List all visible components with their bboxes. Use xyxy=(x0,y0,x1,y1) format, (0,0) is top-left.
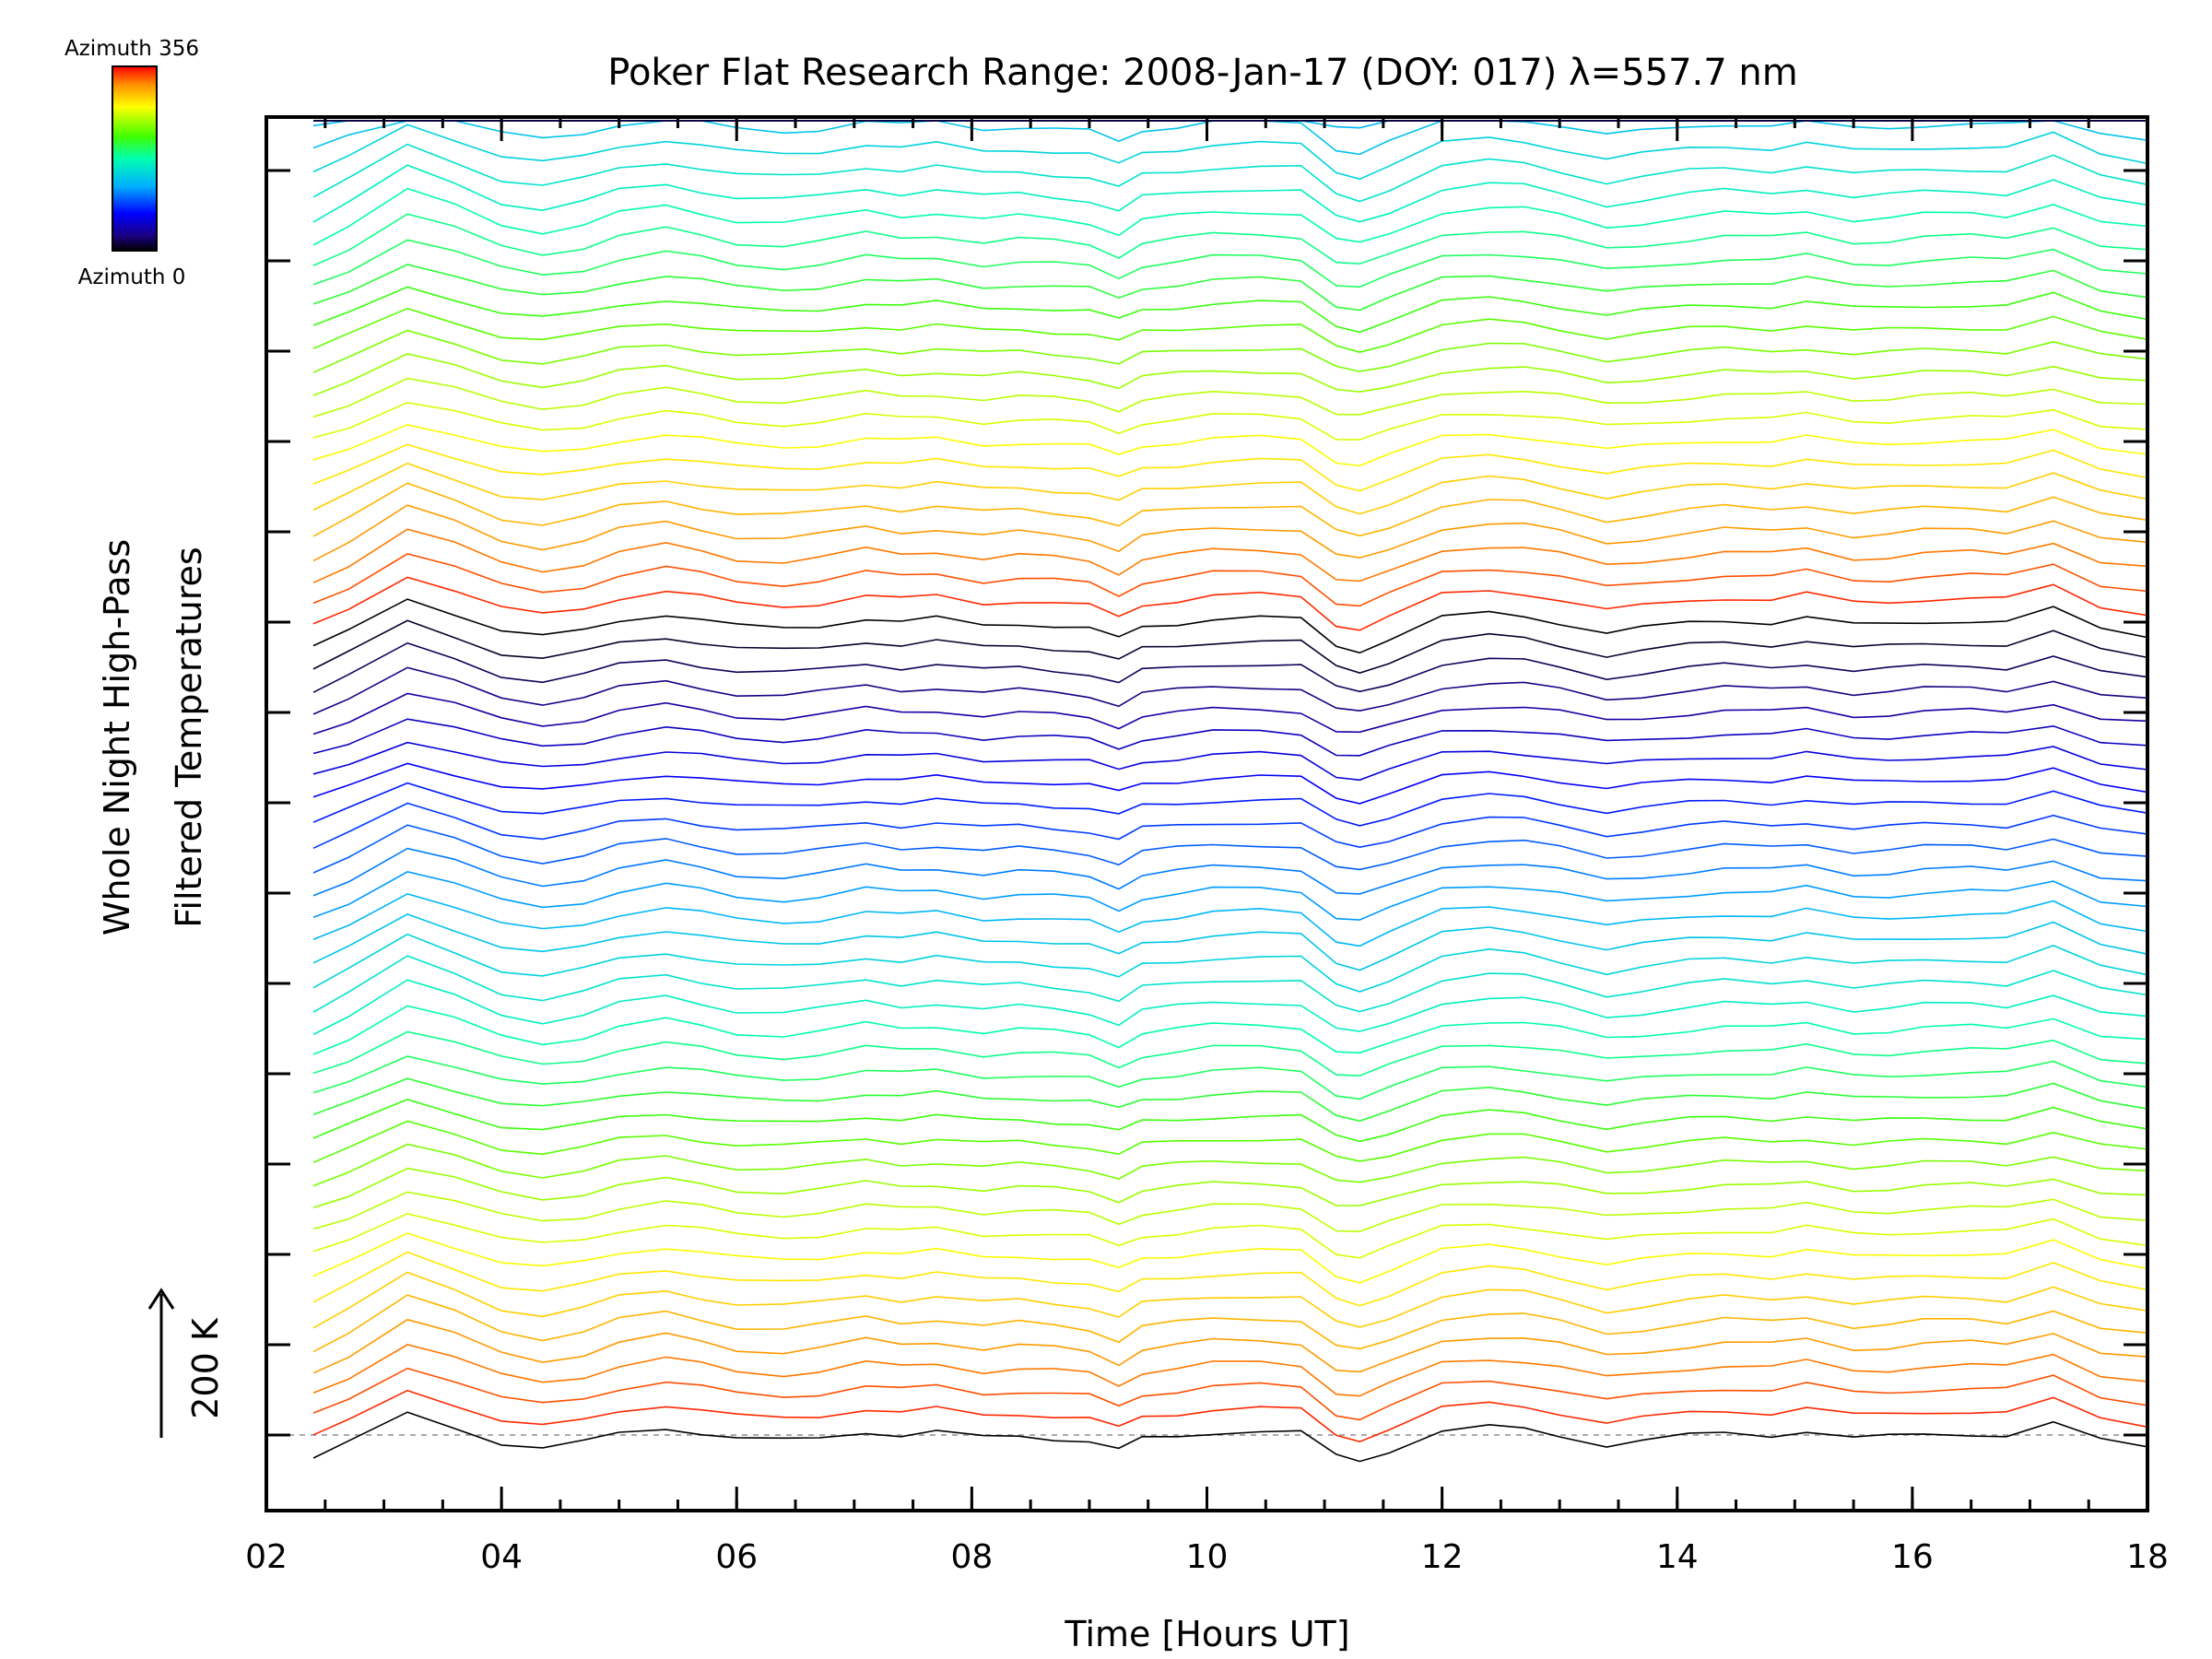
series-line-1 xyxy=(312,1389,2148,1443)
x-tick-label: 04 xyxy=(480,1538,523,1576)
series-line-53 xyxy=(312,213,2148,266)
series-line-18 xyxy=(312,1005,2148,1055)
x-tick-label: 18 xyxy=(2126,1538,2169,1576)
y-axis-label: Whole Night High-Pass Filtered Temperatu… xyxy=(97,539,209,935)
series-line-27 xyxy=(312,802,2148,850)
series-line-2 xyxy=(312,1367,2148,1421)
series-line-47 xyxy=(312,353,2148,396)
x-tick-label: 12 xyxy=(1421,1538,1464,1576)
series-line-50 xyxy=(312,286,2148,334)
series-line-57 xyxy=(312,124,2148,181)
series-line-9 xyxy=(312,1212,2148,1259)
scale-label: 200 K xyxy=(185,1317,226,1419)
series-line-4 xyxy=(312,1318,2148,1374)
series-line-46 xyxy=(312,377,2148,418)
series-line-12 xyxy=(312,1143,2148,1187)
series-line-38 xyxy=(312,553,2148,607)
colorbar-bottom-label: Azimuth 0 xyxy=(78,265,186,289)
series-line-26 xyxy=(312,824,2148,874)
x-axis-label: Time [Hours UT] xyxy=(1064,1614,1349,1654)
series-line-3 xyxy=(312,1344,2148,1397)
series-line-52 xyxy=(312,239,2148,288)
scale-arrow-head xyxy=(147,1288,175,1310)
series-line-14 xyxy=(312,1099,2148,1143)
y-axis-label-line2: Filtered Temperatures xyxy=(169,547,209,927)
series-line-41 xyxy=(312,482,2148,537)
series-line-56 xyxy=(312,143,2148,203)
series-line-33 xyxy=(312,666,2148,715)
series-line-8 xyxy=(312,1232,2148,1284)
colorbar-top-label: Azimuth 356 xyxy=(65,37,199,61)
series-line-42 xyxy=(312,462,2148,515)
y-major-ticks xyxy=(266,169,2147,1437)
series-line-51 xyxy=(312,264,2148,312)
series-line-55 xyxy=(312,164,2148,223)
series-line-43 xyxy=(312,443,2148,492)
x-tick-label: 02 xyxy=(245,1538,288,1576)
minor-ticks xyxy=(265,117,2149,1511)
plot-frame xyxy=(265,115,2149,1512)
x-major-ticks xyxy=(265,117,2149,1511)
series-line-21 xyxy=(312,933,2148,993)
chart-title: Poker Flat Research Range: 2008-Jan-17 (… xyxy=(607,52,1797,94)
series-line-5 xyxy=(312,1294,2148,1353)
series-group xyxy=(312,120,2148,1463)
colorbar: Azimuth 356 Azimuth 0 xyxy=(65,37,199,289)
series-line-45 xyxy=(312,401,2148,441)
series-line-32 xyxy=(312,692,2148,735)
series-line-13 xyxy=(312,1120,2148,1164)
series-line-22 xyxy=(312,913,2148,971)
colorbar-gradient xyxy=(112,65,158,252)
y-axis-label-line1: Whole Night High-Pass xyxy=(97,539,137,935)
series-line-28 xyxy=(312,782,2148,827)
series-line-37 xyxy=(312,576,2148,631)
x-tick-label: 14 xyxy=(1656,1538,1699,1576)
series-line-17 xyxy=(312,1030,2148,1077)
series-line-44 xyxy=(312,423,2148,467)
series-line-6 xyxy=(312,1271,2148,1329)
scale-indicator: 200 K xyxy=(147,1288,226,1438)
series-line-20 xyxy=(312,955,2148,1013)
series-line-36 xyxy=(312,598,2148,654)
series-line-7 xyxy=(312,1251,2148,1307)
x-tick-labels: 02 04 06 08 10 12 14 16 18 xyxy=(245,1538,2169,1576)
x-tick-label: 08 xyxy=(950,1538,993,1576)
series-line-35 xyxy=(312,619,2148,674)
series-line-49 xyxy=(312,307,2148,354)
series-line-59 xyxy=(312,120,2147,129)
series-line-0 xyxy=(312,1411,2148,1463)
series-line-31 xyxy=(312,718,2148,757)
series-line-34 xyxy=(312,641,2148,693)
series-line-16 xyxy=(312,1055,2148,1100)
series-line-25 xyxy=(312,847,2148,897)
series-line-30 xyxy=(312,741,2148,782)
series-line-48 xyxy=(312,329,2148,373)
series-line-23 xyxy=(312,892,2148,947)
series-line-19 xyxy=(312,979,2148,1036)
series-line-15 xyxy=(312,1077,2148,1123)
series-line-11 xyxy=(312,1167,2148,1209)
x-tick-label: 10 xyxy=(1186,1538,1229,1576)
x-tick-label: 06 xyxy=(715,1538,758,1576)
series-line-39 xyxy=(312,528,2148,583)
series-line-24 xyxy=(312,871,2148,921)
series-line-29 xyxy=(312,762,2148,805)
series-line-54 xyxy=(312,187,2148,246)
series-line-40 xyxy=(312,504,2148,562)
series-line-10 xyxy=(312,1191,2148,1233)
x-tick-label: 16 xyxy=(1891,1538,1934,1576)
